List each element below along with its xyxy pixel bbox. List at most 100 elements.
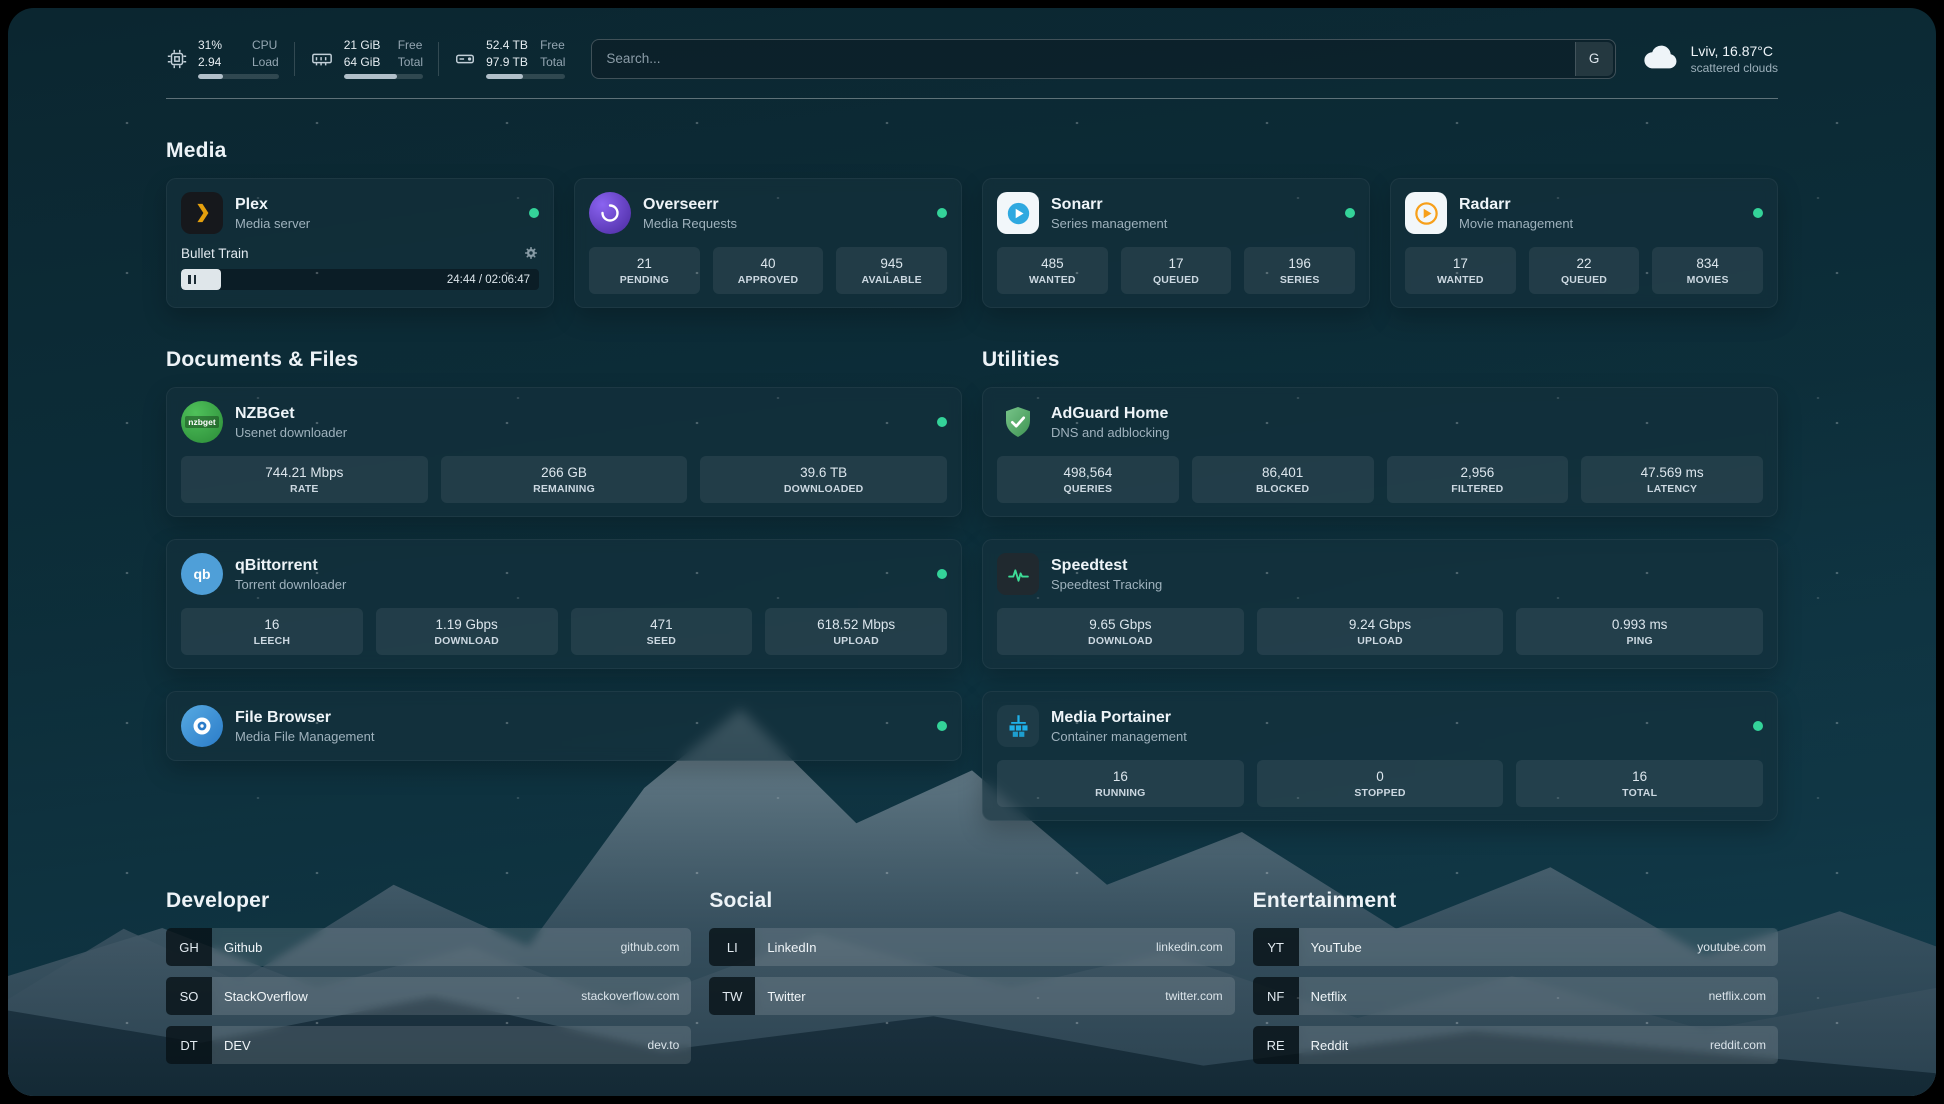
- status-dot: [1753, 208, 1763, 219]
- stat-box: 498,564 QUERIES: [997, 456, 1179, 504]
- disk-free-value: 52.4 TB: [486, 38, 528, 52]
- stat-box: 21 PENDING: [589, 247, 700, 295]
- plex-card[interactable]: Plex Media server Bullet Train: [166, 178, 554, 309]
- playback-progress-bar[interactable]: 24:44 / 02:06:47: [181, 269, 539, 291]
- service-name: Sonarr: [1051, 196, 1103, 214]
- service-name: Plex: [235, 196, 268, 214]
- cloud-icon: [1642, 43, 1680, 75]
- stat-box: 945 AVAILABLE: [836, 247, 948, 295]
- cpu-usage-value: 31%: [198, 38, 223, 52]
- stat-box: 834 MOVIES: [1652, 247, 1764, 295]
- bookmark-name: Netflix: [1310, 988, 1347, 1004]
- search-provider-button[interactable]: G: [1574, 41, 1613, 76]
- stat-box: 40 APPROVED: [712, 247, 824, 295]
- nzbget-card[interactable]: nzbget NZBGet Usenet downloader 744.21 M…: [166, 387, 962, 518]
- status-dot: [937, 417, 947, 428]
- disk-icon: [454, 48, 476, 70]
- bookmark-github[interactable]: GH Github github.com: [166, 928, 692, 967]
- settings-gear-icon[interactable]: [523, 245, 539, 261]
- weather-widget: Lviv, 16.87°C scattered clouds: [1642, 43, 1778, 75]
- bookmark-name: Reddit: [1310, 1037, 1349, 1053]
- section-title-social: Social: [709, 889, 773, 913]
- filebrowser-card[interactable]: File Browser Media File Management: [166, 691, 962, 762]
- bookmark-url: linkedin.com: [1155, 940, 1223, 955]
- service-name: Speedtest: [1051, 557, 1128, 575]
- bookmark-youtube[interactable]: YT YouTube youtube.com: [1252, 928, 1778, 967]
- service-name: Media Portainer: [1051, 709, 1172, 727]
- section-title-developer: Developer: [166, 889, 270, 913]
- adguard-shield-icon: [997, 401, 1039, 443]
- bookmark-abbr: NF: [1252, 977, 1299, 1016]
- memory-total-value: 64 GiB: [343, 54, 381, 69]
- service-subtitle: Series management: [1051, 216, 1168, 232]
- service-subtitle: Media Requests: [643, 216, 737, 232]
- bookmark-linkedin[interactable]: LI LinkedIn linkedin.com: [709, 928, 1235, 967]
- plex-icon: [181, 192, 223, 235]
- status-dot: [937, 721, 947, 732]
- qbittorrent-icon: qb: [181, 553, 223, 596]
- service-name: File Browser: [235, 709, 332, 727]
- service-subtitle: Usenet downloader: [235, 425, 348, 441]
- bookmark-name: YouTube: [1310, 939, 1362, 955]
- search-input[interactable]: [591, 38, 1616, 79]
- cpu-load-label: Load: [252, 54, 279, 69]
- nzbget-icon: nzbget: [181, 401, 223, 444]
- documents-column: Documents & Files nzbget NZBGet Usenet d…: [166, 308, 962, 783]
- service-subtitle: Speedtest Tracking: [1051, 577, 1163, 593]
- bookmark-abbr: GH: [166, 928, 212, 967]
- now-playing-title: Bullet Train: [181, 245, 249, 261]
- sonarr-icon: [997, 192, 1039, 235]
- divider: [438, 41, 440, 76]
- status-dot: [937, 208, 947, 219]
- service-subtitle: Torrent downloader: [235, 577, 347, 593]
- stat-box: 485 WANTED: [997, 247, 1108, 295]
- media-card-grid: Plex Media server Bullet Train: [166, 178, 1778, 309]
- radarr-icon: [1405, 192, 1447, 235]
- section-title-documents: Documents & Files: [166, 348, 359, 372]
- disk-total-label: Total: [540, 54, 566, 69]
- bookmark-url: twitter.com: [1165, 989, 1223, 1004]
- memory-icon: [310, 48, 334, 70]
- memory-total-label: Total: [397, 54, 424, 69]
- section-title-media: Media: [166, 139, 227, 163]
- stat-box: 16 LEECH: [181, 608, 363, 656]
- playback-time: 24:44 / 02:06:47: [446, 273, 530, 286]
- speedtest-pulse-icon: [997, 553, 1039, 596]
- pause-icon[interactable]: [188, 271, 199, 289]
- adguard-card[interactable]: AdGuard Home DNS and adblocking 498,564 …: [982, 387, 1778, 518]
- utilities-column: Utilities: [982, 308, 1778, 843]
- weather-location-temp: Lviv, 16.87°C: [1690, 42, 1773, 59]
- bookmark-stackoverflow[interactable]: SO StackOverflow stackoverflow.com: [166, 977, 692, 1016]
- portainer-card[interactable]: Media Portainer Container management 16 …: [982, 691, 1778, 822]
- dashboard-screen: 31% CPU 2.94 Load: [8, 8, 1936, 1096]
- service-name: AdGuard Home: [1051, 405, 1169, 423]
- bookmark-dev[interactable]: DT DEV dev.to: [166, 1026, 692, 1065]
- cpu-label: CPU: [252, 38, 278, 52]
- service-subtitle: Movie management: [1459, 216, 1574, 232]
- developer-column: Developer GH Github github.com SO StackO…: [166, 843, 692, 1075]
- stat-box: 47.569 ms LATENCY: [1581, 456, 1763, 504]
- service-subtitle: Media server: [235, 216, 311, 232]
- service-subtitle: Container management: [1051, 729, 1187, 745]
- status-dot: [1345, 208, 1355, 219]
- stat-box: 196 SERIES: [1244, 247, 1356, 295]
- qbittorrent-card[interactable]: qb qBittorrent Torrent downloader 16 LEE…: [166, 539, 962, 670]
- bookmark-name: LinkedIn: [767, 939, 817, 955]
- bookmark-reddit[interactable]: RE Reddit reddit.com: [1252, 1026, 1778, 1065]
- disk-total-value: 97.9 TB: [486, 54, 528, 69]
- cpu-widget: 31% CPU 2.94 Load: [166, 38, 279, 80]
- sonarr-card[interactable]: Sonarr Series management 485 WANTED 17 Q…: [982, 178, 1370, 309]
- search-bar[interactable]: G: [591, 38, 1616, 79]
- service-name: Radarr: [1459, 196, 1511, 214]
- overseerr-card[interactable]: Overseerr Media Requests 21 PENDING 40 A…: [574, 178, 962, 309]
- memory-progress-bar: [343, 74, 424, 80]
- service-subtitle: DNS and adblocking: [1051, 425, 1170, 441]
- bookmark-abbr: RE: [1252, 1026, 1299, 1065]
- memory-free-label: Free: [397, 38, 423, 52]
- entertainment-column: Entertainment YT YouTube youtube.com NF …: [1252, 843, 1778, 1075]
- bookmark-twitter[interactable]: TW Twitter twitter.com: [709, 977, 1235, 1016]
- bookmark-url: netflix.com: [1708, 989, 1766, 1004]
- speedtest-card[interactable]: Speedtest Speedtest Tracking 9.65 Gbps D…: [982, 539, 1778, 670]
- radarr-card[interactable]: Radarr Movie management 17 WANTED 22 QUE…: [1390, 178, 1778, 309]
- bookmark-netflix[interactable]: NF Netflix netflix.com: [1252, 977, 1778, 1016]
